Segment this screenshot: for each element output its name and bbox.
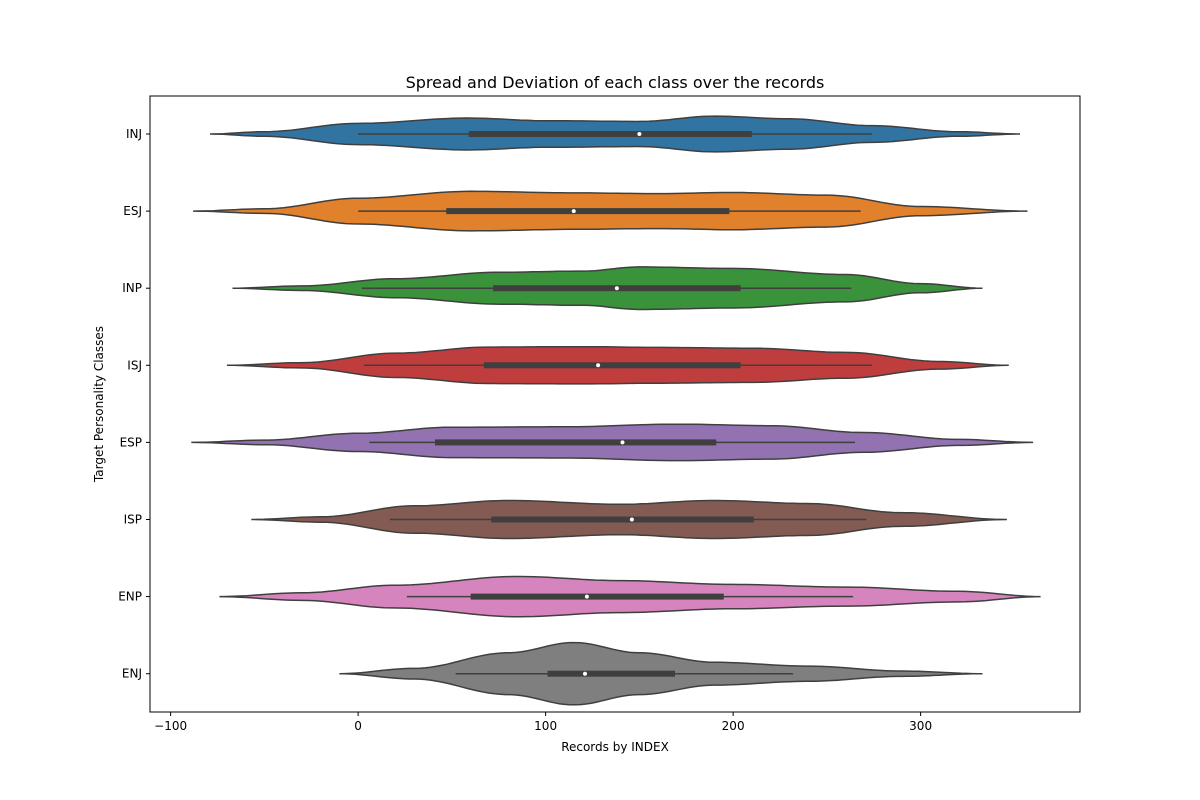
iqr-box-esp: [435, 439, 717, 446]
y-tick-label-inp: INP: [122, 281, 142, 295]
axes-frame: [149, 95, 1081, 713]
violin-isj: [226, 345, 1009, 385]
chart-title: Spread and Deviation of each class over …: [406, 73, 825, 92]
y-tick-label-esp: ESP: [120, 435, 142, 449]
iqr-box-isj: [483, 362, 741, 369]
x-axis-label: Records by INDEX: [561, 740, 669, 754]
x-tick-label: 300: [909, 719, 932, 733]
y-axis: INJ ESJ INP ISJ ESP ISP ENP ENJ: [118, 127, 150, 681]
iqr-box-enj: [547, 670, 675, 677]
violin-enp: [219, 575, 1041, 618]
y-axis-label: Target Personality Classes: [92, 326, 106, 483]
violin-isp: [251, 499, 1007, 540]
median-dot-isp: [629, 517, 634, 522]
plot-area: [191, 115, 1041, 706]
iqr-box-enp: [470, 593, 724, 600]
median-dot-enp: [584, 594, 589, 599]
iqr-box-inj: [468, 131, 752, 137]
x-tick-label: 0: [354, 719, 362, 733]
y-tick-label-inj: INJ: [126, 127, 142, 141]
violin-esj: [193, 190, 1028, 232]
x-tick-label: 100: [534, 719, 557, 733]
median-dot-esp: [620, 440, 625, 445]
iqr-box-esj: [446, 208, 730, 215]
x-tick-label: −100: [154, 719, 187, 733]
y-tick-label-enj: ENJ: [122, 667, 142, 681]
y-tick-label-isp: ISP: [124, 513, 142, 527]
x-tick-label: 200: [722, 719, 745, 733]
violin-enj: [339, 641, 983, 706]
violin-inj: [209, 115, 1021, 153]
y-tick-label-esj: ESJ: [123, 204, 142, 218]
y-tick-label-enp: ENP: [118, 590, 142, 604]
violin-esp: [191, 423, 1034, 462]
median-dot-isj: [596, 363, 601, 368]
median-dot-inj: [637, 132, 642, 136]
violin-inp: [232, 266, 983, 311]
median-dot-esj: [571, 209, 576, 214]
median-dot-enj: [583, 671, 587, 676]
y-tick-label-isj: ISJ: [127, 358, 142, 372]
median-dot-inp: [614, 286, 619, 291]
x-axis: −100 0 100 200 300: [154, 712, 932, 733]
iqr-box-isp: [491, 516, 754, 523]
